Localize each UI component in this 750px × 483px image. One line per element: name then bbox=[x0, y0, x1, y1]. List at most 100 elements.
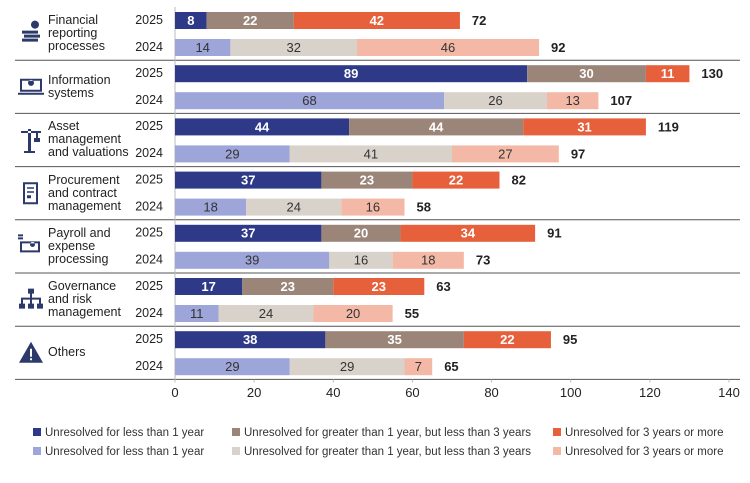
y-tick-label: 2024 bbox=[135, 40, 163, 54]
legend-label: Unresolved for less than 1 year bbox=[45, 446, 204, 458]
segment-label: 38 bbox=[243, 332, 257, 347]
segment-label: 89 bbox=[344, 66, 358, 81]
bar-segment bbox=[523, 118, 646, 136]
total-label: 95 bbox=[563, 332, 577, 347]
bar-segment bbox=[175, 171, 322, 189]
bar-segment bbox=[218, 305, 314, 322]
segment-label: 11 bbox=[190, 306, 204, 321]
x-tick-label: 120 bbox=[639, 385, 661, 400]
segment-label: 29 bbox=[340, 359, 354, 374]
segment-label: 37 bbox=[241, 173, 255, 188]
group-icon bbox=[19, 288, 43, 309]
segment-label: 17 bbox=[201, 279, 215, 294]
bar-segment bbox=[230, 39, 358, 56]
total-label: 72 bbox=[472, 13, 486, 28]
group-label: Payroll and expense processing bbox=[48, 225, 111, 266]
bar-segment bbox=[404, 358, 433, 376]
x-tick-label: 0 bbox=[171, 385, 178, 400]
segment-label: 29 bbox=[225, 359, 239, 374]
bar-segment bbox=[175, 118, 350, 136]
bar-segment bbox=[175, 331, 326, 349]
segment-label: 37 bbox=[241, 226, 255, 241]
y-tick-label: 2025 bbox=[135, 13, 163, 27]
y-tick-label: 2025 bbox=[135, 119, 163, 133]
segment-label: 13 bbox=[565, 93, 579, 108]
group-label: Financial reporting processes bbox=[48, 13, 105, 54]
bar-segment bbox=[175, 278, 243, 295]
segment-label: 68 bbox=[302, 93, 316, 108]
segment-label: 27 bbox=[498, 146, 512, 161]
bar-segment bbox=[527, 65, 646, 83]
legend-swatch bbox=[553, 428, 561, 436]
bar-segment bbox=[206, 12, 294, 29]
bar-segment bbox=[444, 92, 547, 110]
x-tick-label: 140 bbox=[718, 385, 740, 400]
segment-label: 46 bbox=[441, 40, 455, 55]
bar-segment bbox=[349, 118, 524, 136]
segment-label: 24 bbox=[259, 306, 273, 321]
x-tick-label: 20 bbox=[247, 385, 261, 400]
legend-label: Unresolved for greater than 1 year, but … bbox=[244, 446, 531, 458]
legend-swatch bbox=[232, 428, 240, 436]
total-label: 119 bbox=[658, 119, 679, 134]
bar-segment bbox=[333, 278, 425, 295]
segment-label: 31 bbox=[577, 119, 591, 134]
bar-segment bbox=[463, 331, 551, 349]
segment-label: 39 bbox=[245, 253, 259, 268]
segment-label: 16 bbox=[354, 253, 368, 268]
total-label: 58 bbox=[417, 200, 431, 215]
segment-label: 44 bbox=[429, 119, 444, 134]
group-icon bbox=[18, 234, 40, 253]
total-label: 130 bbox=[701, 66, 723, 81]
bar-segment bbox=[400, 224, 536, 242]
segment-label: 24 bbox=[286, 200, 300, 215]
bar-segment bbox=[175, 12, 207, 29]
bar-segment bbox=[452, 145, 559, 163]
y-tick-label: 2024 bbox=[135, 146, 163, 160]
y-tick-label: 2024 bbox=[135, 253, 163, 267]
y-tick-label: 2025 bbox=[135, 226, 163, 240]
group-label: Asset management and valuations bbox=[48, 119, 129, 160]
total-label: 63 bbox=[436, 279, 450, 294]
legend-swatch bbox=[232, 447, 240, 455]
bar-segment bbox=[175, 224, 322, 242]
y-tick-label: 2024 bbox=[135, 199, 163, 213]
total-label: 55 bbox=[405, 306, 419, 321]
segment-label: 7 bbox=[415, 359, 422, 374]
y-tick-label: 2024 bbox=[135, 359, 163, 373]
x-tick-label: 40 bbox=[326, 385, 340, 400]
bar-segment bbox=[289, 358, 405, 376]
bar-segment bbox=[289, 145, 452, 163]
segment-label: 8 bbox=[187, 13, 194, 28]
group-icon bbox=[21, 129, 41, 153]
group-label: Information systems bbox=[48, 72, 111, 100]
segment-label: 35 bbox=[387, 332, 401, 347]
group-icon bbox=[23, 182, 38, 205]
bar-segment bbox=[293, 12, 460, 29]
segment-label: 32 bbox=[286, 40, 300, 55]
total-label: 91 bbox=[547, 226, 561, 241]
segment-label: 20 bbox=[354, 226, 368, 241]
bar-segment bbox=[313, 305, 393, 322]
x-tick-label: 100 bbox=[560, 385, 582, 400]
bar-segment bbox=[392, 251, 464, 269]
group-icon bbox=[22, 20, 40, 42]
bar-segment bbox=[175, 145, 290, 163]
bar-segment bbox=[175, 65, 528, 83]
bar-segment bbox=[412, 171, 500, 189]
total-label: 92 bbox=[551, 40, 565, 55]
segment-label: 18 bbox=[421, 253, 435, 268]
y-tick-label: 2024 bbox=[135, 306, 163, 320]
x-tick-label: 80 bbox=[484, 385, 498, 400]
legend-label: Unresolved for 3 years or more bbox=[565, 446, 724, 458]
bar-segment bbox=[175, 198, 247, 216]
y-tick-label: 2025 bbox=[135, 332, 163, 346]
x-tick-label: 60 bbox=[405, 385, 419, 400]
segment-label: 20 bbox=[346, 306, 360, 321]
bar-segment bbox=[175, 305, 219, 322]
legend-swatch bbox=[553, 447, 561, 455]
segment-label: 22 bbox=[500, 332, 514, 347]
y-tick-label: 2025 bbox=[135, 279, 163, 293]
segment-label: 29 bbox=[225, 146, 239, 161]
